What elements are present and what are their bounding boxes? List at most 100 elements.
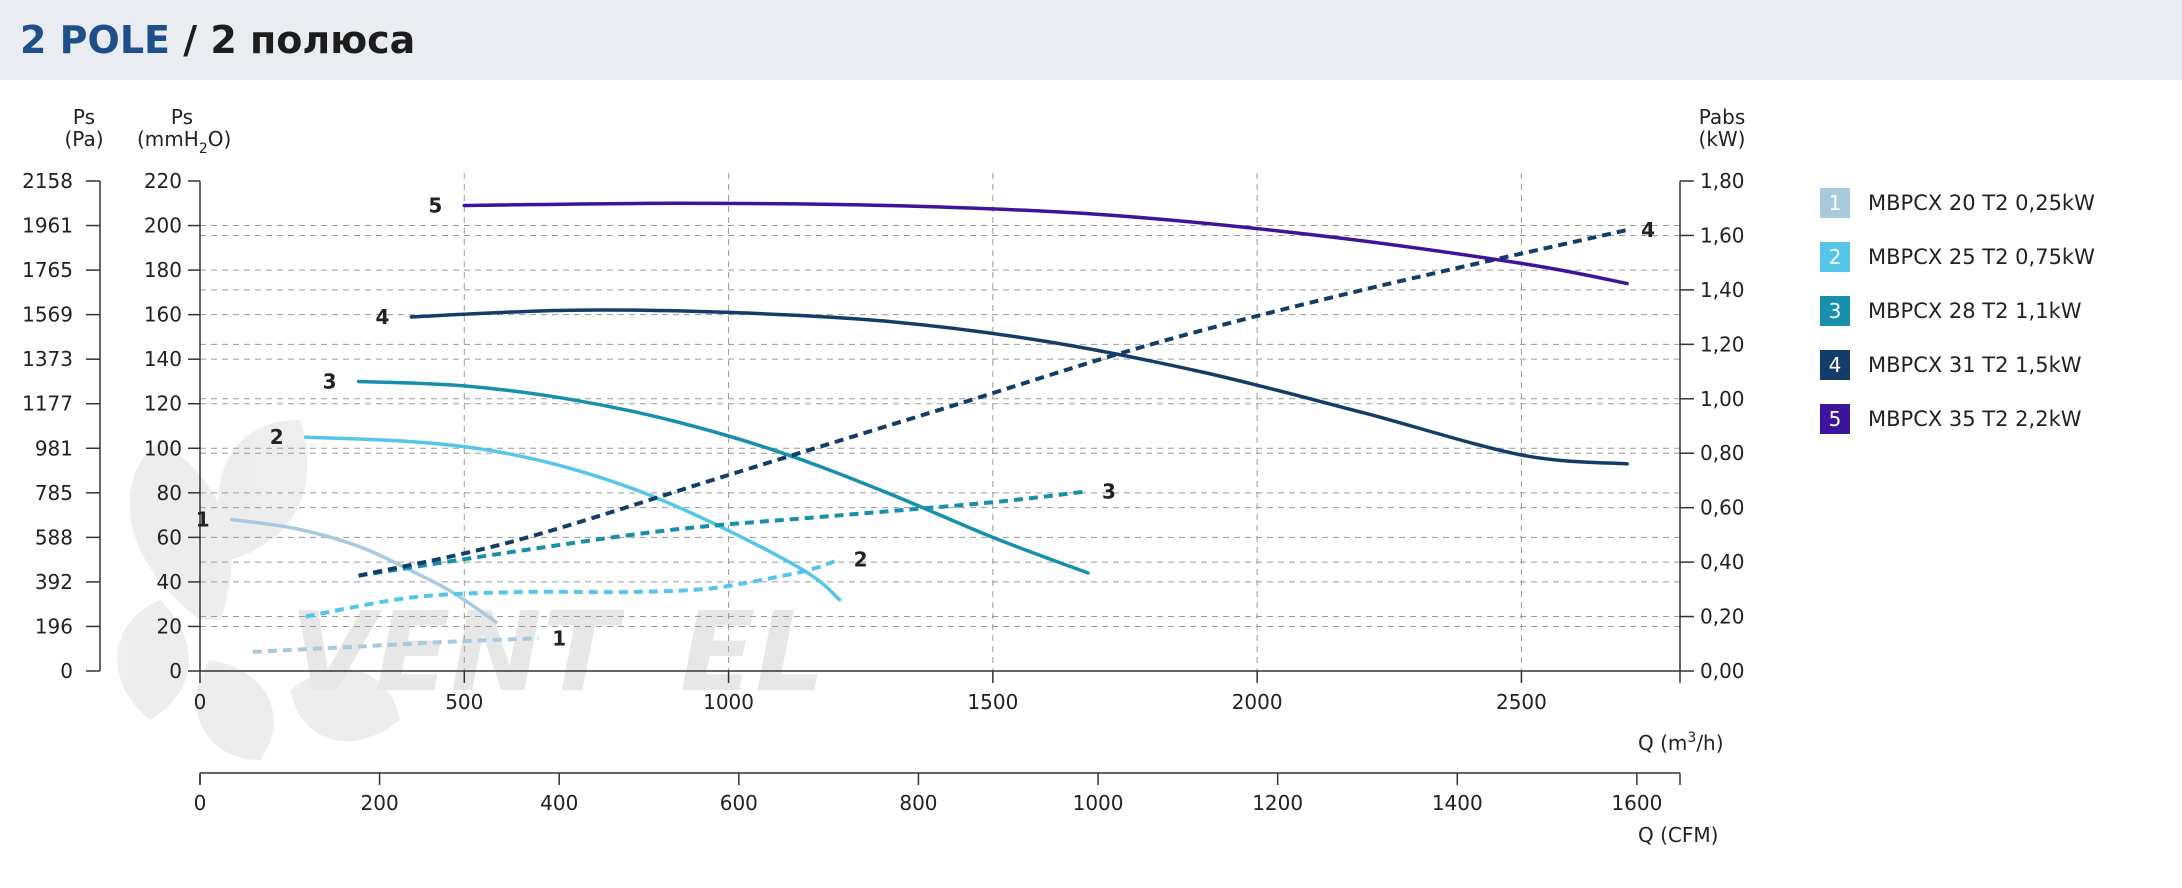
tick-label-pa: 0 (60, 659, 73, 683)
tick-label-cfm: 1200 (1252, 791, 1303, 815)
tick-label-pa: 981 (35, 436, 73, 460)
chart-legend: 1 MBPCX 20 T2 0,25kW 2 MBPCX 25 T2 0,75k… (1820, 176, 2095, 446)
legend-label-1: MBPCX 20 T2 0,25kW (1868, 191, 2095, 215)
legend-swatch-3: 3 (1820, 296, 1850, 326)
tick-label-mm: 180 (144, 258, 182, 282)
legend-swatch-5: 5 (1820, 404, 1850, 434)
power-curve-label-4: 4 (1641, 218, 1655, 242)
tick-label-pa: 1177 (22, 392, 73, 416)
header-bar: 2 POLE / 2 полюса (0, 0, 2182, 80)
legend-swatch-1: 1 (1820, 188, 1850, 218)
tick-label-cfm: 200 (361, 791, 399, 815)
svg-text:EL: EL (680, 588, 825, 716)
legend-item-3: 3 MBPCX 28 T2 1,1kW (1820, 284, 2095, 338)
tick-label-mm: 120 (144, 392, 182, 416)
pressure-curve-label-1: 1 (196, 508, 210, 532)
tick-label-x: 1500 (967, 690, 1018, 714)
tick-label-cfm: 1400 (1432, 791, 1483, 815)
tick-label-pa: 1765 (22, 258, 73, 282)
power-curve-3 (358, 489, 1089, 578)
tick-label-pa: 785 (35, 481, 73, 505)
tick-label-kw: 0,40 (1700, 550, 1745, 574)
mm-axis-title-part1: (mmH (137, 127, 199, 151)
page-title: 2 POLE / 2 полюса (20, 18, 415, 62)
tick-label-cfm: 1000 (1073, 791, 1124, 815)
tick-label-cfm: 0 (194, 791, 207, 815)
chart-curves (229, 201, 1629, 654)
pressure-curve-4 (409, 308, 1629, 466)
tick-label-pa: 196 (35, 614, 73, 638)
pressure-curve-label-3: 3 (323, 369, 337, 393)
power-curve-label-3: 3 (1102, 479, 1116, 503)
power-curve-label-2: 2 (854, 547, 868, 571)
pressure-curve-label-4: 4 (376, 305, 390, 329)
tick-label-kw: 1,80 (1700, 169, 1745, 193)
pa-axis-title-line2: (Pa) (64, 127, 103, 151)
mm-axis-title-line2: (mmH2O) (137, 127, 231, 157)
tick-label-pa: 392 (35, 570, 73, 594)
tick-label-cfm: 600 (720, 791, 758, 815)
x-axis-title-part1: Q (m (1638, 731, 1687, 755)
ventel-watermark-logo: VENT EL (117, 420, 825, 760)
legend-swatch-2: 2 (1820, 242, 1850, 272)
legend-label-5: MBPCX 35 T2 2,2kW (1868, 407, 2082, 431)
chart-axes (99, 181, 1681, 774)
tick-label-kw: 0,00 (1700, 659, 1745, 683)
tick-label-mm: 200 (144, 214, 182, 238)
tick-label-mm: 80 (157, 481, 182, 505)
tick-label-x: 0 (194, 690, 207, 714)
power-curve-label-1: 1 (552, 626, 566, 650)
legend-item-2: 2 MBPCX 25 T2 0,75kW (1820, 230, 2095, 284)
tick-label-kw: 0,60 (1700, 496, 1745, 520)
pressure-curve-2 (303, 435, 842, 602)
title-pole: 2 POLE (20, 18, 170, 62)
tick-label-x: 2000 (1232, 690, 1283, 714)
legend-label-2: MBPCX 25 T2 0,75kW (1868, 245, 2095, 269)
tick-label-mm: 20 (157, 614, 182, 638)
tick-label-pa: 1373 (22, 347, 73, 371)
tick-label-kw: 0,20 (1700, 605, 1745, 629)
power-curve-1 (252, 636, 539, 654)
pressure-curve-label-5: 5 (428, 194, 442, 218)
tick-label-mm: 140 (144, 347, 182, 371)
pressure-curve-5 (462, 201, 1629, 286)
pressure-curve-label-2: 2 (270, 425, 284, 449)
title-rest: / 2 полюса (170, 18, 416, 62)
x-axis-title-part3: /h) (1696, 731, 1723, 755)
power-curve-4 (358, 228, 1628, 578)
legend-item-4: 4 MBPCX 31 T2 1,5kW (1820, 338, 2095, 392)
kw-axis-title-line1: Pabs (1699, 105, 1746, 129)
pa-axis-title: Ps (Pa) (64, 105, 103, 151)
tick-label-pa: 588 (35, 525, 73, 549)
tick-label-pa: 1961 (22, 214, 73, 238)
tick-label-mm: 60 (157, 525, 182, 549)
svg-text:VENT: VENT (290, 588, 625, 716)
tick-label-x: 2500 (1496, 690, 1547, 714)
tick-label-cfm: 1600 (1611, 791, 1662, 815)
tick-label-cfm: 400 (540, 791, 578, 815)
legend-item-5: 5 MBPCX 35 T2 2,2kW (1820, 392, 2095, 446)
tick-label-mm: 0 (169, 659, 182, 683)
x-axis-title-sup: 3 (1687, 730, 1696, 746)
mm-axis-title-line1: Ps (171, 105, 193, 129)
legend-item-1: 1 MBPCX 20 T2 0,25kW (1820, 176, 2095, 230)
mm-axis-title-sub: 2 (199, 141, 208, 157)
axis-ticks: 2202001801601401201008060402002158196117… (22, 169, 1744, 815)
tick-label-mm: 160 (144, 303, 182, 327)
pressure-curve-3 (356, 379, 1090, 575)
tick-label-x: 1000 (703, 690, 754, 714)
tick-label-mm: 100 (144, 436, 182, 460)
kw-axis-title-line2: (kW) (1699, 127, 1746, 151)
tick-label-mm: 220 (144, 169, 182, 193)
curve-number-labels: 1 1 2 2 3 3 4 4 5 (196, 194, 1655, 651)
mm-axis-title-part3: O) (208, 127, 232, 151)
x-axis-title: Q (m3/h) (1638, 730, 1724, 755)
tick-label-x: 500 (445, 690, 483, 714)
tick-label-kw: 1,00 (1700, 387, 1745, 411)
tick-label-pa: 1569 (22, 303, 73, 327)
tick-label-cfm: 800 (899, 791, 937, 815)
legend-swatch-4: 4 (1820, 350, 1850, 380)
mm-axis-title: Ps (mmH2O) (137, 105, 231, 157)
tick-label-kw: 1,20 (1700, 332, 1745, 356)
tick-label-pa: 2158 (22, 169, 73, 193)
